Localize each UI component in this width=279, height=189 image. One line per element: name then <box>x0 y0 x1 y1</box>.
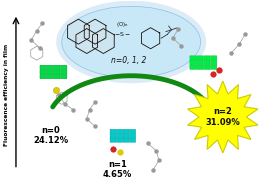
FancyBboxPatch shape <box>190 56 196 60</box>
FancyBboxPatch shape <box>129 129 136 133</box>
Text: Fluorescence efficiency in film: Fluorescence efficiency in film <box>4 43 9 146</box>
FancyBboxPatch shape <box>54 65 60 70</box>
FancyBboxPatch shape <box>204 56 210 60</box>
Text: n=2
31.09%: n=2 31.09% <box>205 107 240 127</box>
FancyBboxPatch shape <box>47 70 53 74</box>
FancyBboxPatch shape <box>190 60 196 65</box>
FancyBboxPatch shape <box>123 134 129 138</box>
FancyBboxPatch shape <box>204 65 210 69</box>
Polygon shape <box>76 29 98 53</box>
FancyBboxPatch shape <box>129 138 136 142</box>
FancyBboxPatch shape <box>110 138 116 142</box>
FancyBboxPatch shape <box>110 134 116 138</box>
FancyBboxPatch shape <box>117 134 123 138</box>
FancyBboxPatch shape <box>197 65 203 69</box>
FancyBboxPatch shape <box>210 65 217 69</box>
Text: n=1
4.65%: n=1 4.65% <box>103 160 132 179</box>
FancyBboxPatch shape <box>47 74 53 79</box>
FancyBboxPatch shape <box>110 129 116 133</box>
FancyBboxPatch shape <box>117 138 123 142</box>
Polygon shape <box>68 19 89 44</box>
Polygon shape <box>84 19 106 44</box>
Text: $\mathregular{(O)_n}$: $\mathregular{(O)_n}$ <box>116 20 129 29</box>
Polygon shape <box>187 81 258 153</box>
Text: $\mathregular{-S-}$: $\mathregular{-S-}$ <box>114 30 131 39</box>
Ellipse shape <box>62 6 201 78</box>
FancyBboxPatch shape <box>123 138 129 142</box>
FancyBboxPatch shape <box>61 65 67 70</box>
FancyBboxPatch shape <box>204 60 210 65</box>
FancyBboxPatch shape <box>40 70 46 74</box>
FancyBboxPatch shape <box>190 65 196 69</box>
FancyBboxPatch shape <box>47 65 53 70</box>
Text: n=0
24.12%: n=0 24.12% <box>33 126 68 146</box>
Text: n=0, 1, 2: n=0, 1, 2 <box>111 56 146 65</box>
FancyBboxPatch shape <box>129 134 136 138</box>
FancyBboxPatch shape <box>40 74 46 79</box>
FancyBboxPatch shape <box>210 60 217 65</box>
FancyBboxPatch shape <box>123 129 129 133</box>
FancyBboxPatch shape <box>117 129 123 133</box>
FancyBboxPatch shape <box>54 70 60 74</box>
FancyBboxPatch shape <box>61 70 67 74</box>
FancyBboxPatch shape <box>210 56 217 60</box>
Ellipse shape <box>56 1 206 83</box>
FancyBboxPatch shape <box>54 74 60 79</box>
FancyBboxPatch shape <box>197 56 203 60</box>
FancyBboxPatch shape <box>197 60 203 65</box>
FancyBboxPatch shape <box>40 65 46 70</box>
FancyBboxPatch shape <box>61 74 67 79</box>
Polygon shape <box>93 29 114 53</box>
